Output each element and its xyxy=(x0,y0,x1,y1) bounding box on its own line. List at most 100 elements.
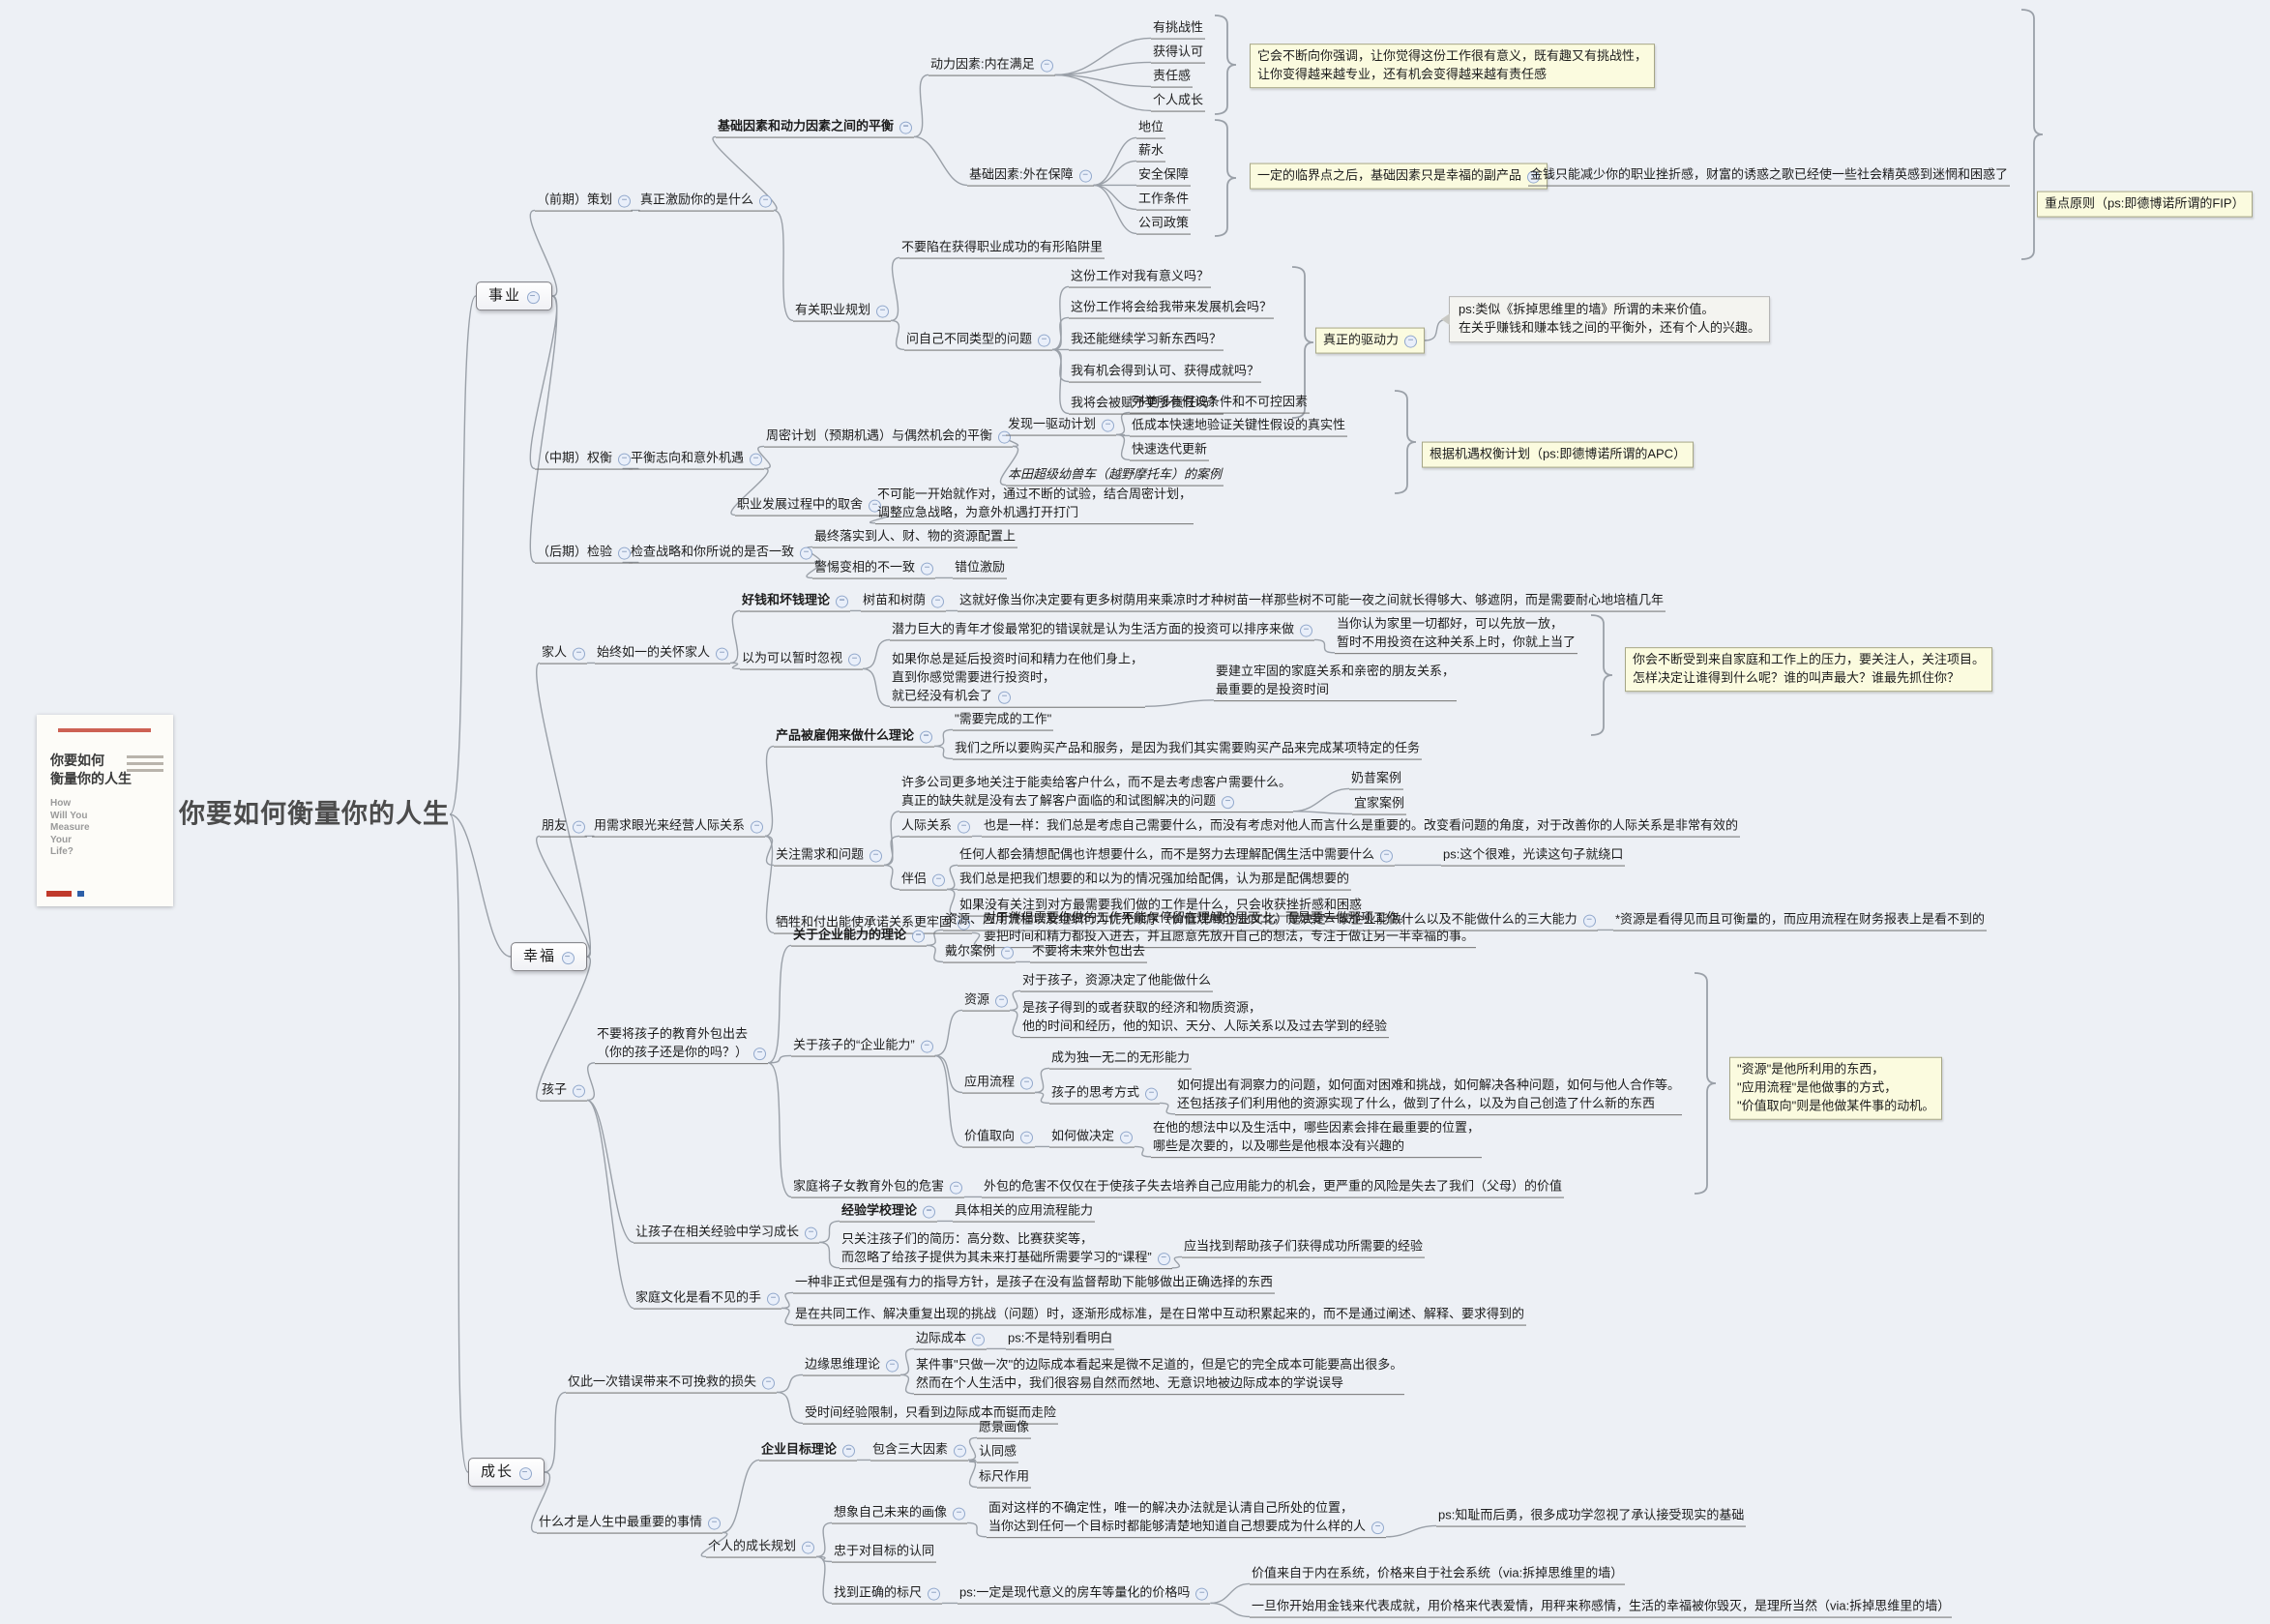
collapse-icon[interactable]: − xyxy=(759,194,773,208)
mindmap-node-dell-case[interactable]: 戴尔案例 − xyxy=(943,943,1017,963)
mindmap-node-job-why[interactable]: 我们之所以要购买产品和服务，是因为我们其实需要购买产品来完成某项特定的任务 xyxy=(953,740,1423,760)
mindmap-node-plan-vs-chance[interactable]: 周密计划（预期机遇）与偶然机会的平衡 − xyxy=(764,428,1014,448)
mindmap-node-three-factors[interactable]: 包含三大因素 − xyxy=(870,1441,969,1462)
collapse-icon[interactable]: − xyxy=(618,546,632,560)
mindmap-node-apc-note[interactable]: 根据机遇权衡计划（ps:即德博诺所谓的APC） xyxy=(1422,441,1695,468)
collapse-icon[interactable]: − xyxy=(920,730,933,744)
mindmap-node-motivate-what[interactable]: 真正激励你的是什么 − xyxy=(638,192,775,212)
mindmap-node-kid-capability[interactable]: 关于孩子的“企业能力” − xyxy=(791,1037,935,1057)
collapse-icon[interactable]: − xyxy=(1001,946,1015,960)
collapse-icon[interactable]: − xyxy=(1582,914,1596,928)
mindmap-node-no-outsource[interactable]: 不要将孩子的教育外包出去 （你的孩子还是你的吗？） − xyxy=(595,1025,769,1064)
collapse-icon[interactable]: − xyxy=(767,1292,781,1306)
collapse-icon[interactable]: − xyxy=(751,820,764,834)
collapse-icon[interactable]: − xyxy=(869,499,882,513)
mindmap-node-mc-note[interactable]: 某件事"只做一次"的边际成本看起来是微不足道的，但是它的完全成本可能要高出很多。… xyxy=(914,1356,1405,1395)
mindmap-node-right-ruler[interactable]: 找到正确的标尺 − xyxy=(832,1584,943,1605)
collapse-icon[interactable]: − xyxy=(998,430,1012,444)
mindmap-node-motivators[interactable]: 动力因素:内在满足 − xyxy=(929,56,1055,76)
mindmap-node-dell-note[interactable]: 不要将未来外包出去 xyxy=(1030,943,1148,963)
mindmap-node-culture2[interactable]: 是在共同工作、解决重复出现的挑战（问题）时，逐渐形成标准，是在日常中互动积累起来… xyxy=(793,1306,1527,1326)
mindmap-node-marginal-theory[interactable]: 边缘思维理论 − xyxy=(803,1356,901,1376)
collapse-icon[interactable]: − xyxy=(1527,170,1541,184)
collapse-icon[interactable]: − xyxy=(573,820,586,834)
collapse-icon[interactable]: − xyxy=(1020,1077,1034,1090)
collapse-icon[interactable]: − xyxy=(1120,1131,1134,1144)
mindmap-node-root[interactable]: 你要如何衡量你的人生 xyxy=(179,795,450,833)
collapse-icon[interactable]: − xyxy=(573,1084,586,1098)
mindmap-node-dp1[interactable]: 列举所有假设条件和不可控因素 xyxy=(1130,394,1311,414)
collapse-icon[interactable]: − xyxy=(836,595,849,608)
mindmap-node-harm-note[interactable]: 外包的危害不仅仅在于使孩子失去培养自己应用能力的机会，更严重的风险是失去了我们（… xyxy=(982,1178,1565,1198)
mindmap-node-ikea-case[interactable]: 宜家案例 xyxy=(1352,795,1407,815)
mindmap-node-personal-plan[interactable]: 个人的成长规划 − xyxy=(706,1538,817,1558)
mindmap-node-cap3[interactable]: 资源、应用流程以及组织行为优先顺序（价值观/或企业文化）是决定一家企业能做什么以… xyxy=(943,911,1598,931)
mindmap-node-future-ps[interactable]: ps:知耻而后勇，很多成功学忽视了承认接受现实的基础 xyxy=(1436,1507,1747,1527)
collapse-icon[interactable]: − xyxy=(928,1587,941,1601)
mindmap-node-most-important[interactable]: 什么才是人生中最重要的事情 − xyxy=(537,1514,723,1534)
collapse-icon[interactable]: − xyxy=(1078,169,1092,183)
mindmap-node-invest-time[interactable]: 要建立牢固的家庭关系和亲密的朋友关系， 最重要的是投资时间 xyxy=(1214,663,1458,701)
mindmap-node-cap3-note[interactable]: *资源是看得见而且可衡量的，而应用流程在财务报表上是看不到的 xyxy=(1613,911,1988,931)
mindmap-node-partner-force[interactable]: 我们总是把我们想要的和以为的情况强加给配偶，认为那是配偶想要的 xyxy=(958,871,1352,891)
mindmap-node-check-alert[interactable]: 警惕变相的不一致 − xyxy=(812,559,936,579)
mindmap-node-partner-guess[interactable]: 任何人都会猜想配偶也许想要什么，而不是努力去理解配偶生活中需要什么 − xyxy=(958,846,1396,867)
mindmap-node-check-alert2[interactable]: 错位激励 xyxy=(953,559,1008,579)
mindmap-node-trap[interactable]: 不要陷在获得职业成功的有形陷阱里 xyxy=(899,239,1106,259)
collapse-icon[interactable]: − xyxy=(1222,796,1235,809)
mindmap-node-future-image[interactable]: 想象自己未来的画像 − xyxy=(832,1504,968,1524)
mindmap-node-mc-ps[interactable]: ps:不是特别看明白 xyxy=(1006,1330,1115,1350)
mindmap-node-balance-theory[interactable]: 基础因素和动力因素之间的平衡 − xyxy=(716,118,915,138)
mindmap-node-outsource-harm[interactable]: 家庭将子女教育外包的危害 − xyxy=(791,1178,965,1198)
collapse-icon[interactable]: − xyxy=(519,1467,533,1481)
mindmap-node-exp-school-theory[interactable]: 经验学校理论 − xyxy=(840,1202,938,1223)
mindmap-node-balance-ambition[interactable]: 平衡志向和意外机遇 − xyxy=(629,450,765,470)
mindmap-node-delay-invest[interactable]: 如果你总是延后投资时间和精力在他们身上， 直到你感觉需要进行投资时， 就已经没有… xyxy=(890,651,1146,708)
collapse-icon[interactable]: − xyxy=(870,849,883,863)
mindmap-node-m2[interactable]: 获得认可 xyxy=(1151,44,1206,64)
mindmap-node-resources[interactable]: 资源 − xyxy=(962,991,1011,1012)
collapse-icon[interactable]: − xyxy=(842,1444,856,1458)
mindmap-node-decide-note[interactable]: 在他的想法中以及生活中，哪些因素会排在最重要的位置， 哪些是次要的，以及哪些是他… xyxy=(1151,1119,1483,1158)
collapse-icon[interactable]: − xyxy=(805,1226,818,1240)
collapse-icon[interactable]: − xyxy=(708,1517,722,1530)
mindmap-node-h4[interactable]: 工作条件 xyxy=(1136,191,1192,211)
collapse-icon[interactable]: − xyxy=(1102,419,1115,432)
mindmap-node-f-identity[interactable]: 认同感 xyxy=(977,1443,1019,1463)
mindmap-node-process[interactable]: 应用流程 − xyxy=(962,1074,1036,1094)
mindmap-node-money-theory[interactable]: 好钱和坏钱理论 − xyxy=(740,592,851,612)
mindmap-node-values[interactable]: 价值取向 − xyxy=(962,1128,1036,1148)
mindmap-node-sacrifice[interactable]: 牺牲和付出能使承诺关系更牢固 − xyxy=(774,914,973,934)
mindmap-node-decide[interactable]: 如何做决定 − xyxy=(1049,1128,1135,1148)
collapse-icon[interactable]: − xyxy=(953,1507,966,1521)
mindmap-node-exp1[interactable]: 具体相关的应用流程能力 xyxy=(953,1202,1096,1223)
collapse-icon[interactable]: − xyxy=(876,305,890,318)
collapse-icon[interactable]: − xyxy=(848,653,862,666)
collapse-icon[interactable]: − xyxy=(753,1048,767,1060)
mindmap-node-career[interactable]: 事业 − xyxy=(476,281,553,310)
mindmap-node-goal-theory[interactable]: 企业目标理论 − xyxy=(759,1441,858,1462)
mindmap-node-time-limit[interactable]: 受时间经验限制，只看到边际成本而铤而走险 xyxy=(803,1404,1059,1425)
mindmap-node-happiness[interactable]: 幸福 − xyxy=(511,942,588,971)
mindmap-node-family-note[interactable]: 你会不断受到来自家庭和工作上的压力，要关注人，关注项目。 怎样决定让谁得到什么呢… xyxy=(1625,647,1993,692)
mindmap-node-career-plan[interactable]: 有关职业规划 − xyxy=(793,302,892,322)
mindmap-node-partner-miss[interactable]: 如果没有关注到对方最需要我们做的工作是什么，只会收获挫折感和困惑 xyxy=(958,897,1365,917)
mindmap-node-tradeoff[interactable]: 职业发展过程中的取舍 − xyxy=(735,496,884,517)
mindmap-node-future-note[interactable]: 面对这样的不确定性，唯一的解决办法就是认清自己所处的位置， 当你达到任何一个目标… xyxy=(987,1499,1387,1538)
mindmap-node-think-note[interactable]: 如何提出有洞察力的问题，如何面对困难和挑战，如何解决各种问题，如何与他人合作等。… xyxy=(1175,1077,1683,1115)
mindmap-node-driver[interactable]: 真正的驱动力 − xyxy=(1315,327,1426,354)
collapse-icon[interactable]: − xyxy=(1380,849,1394,863)
collapse-icon[interactable]: − xyxy=(1195,1587,1209,1601)
collapse-icon[interactable]: − xyxy=(1371,1521,1385,1534)
collapse-icon[interactable]: − xyxy=(1300,624,1313,637)
collapse-icon[interactable]: − xyxy=(995,994,1009,1008)
mindmap-node-sacrifice-note[interactable]: 对于伴侣需要你做的工作不能仅停留在理解的层面上，而是要去做那项工作。 要把时间和… xyxy=(982,909,1477,948)
collapse-icon[interactable]: − xyxy=(527,291,541,305)
mindmap-node-family-culture[interactable]: 家庭文化是看不见的手 − xyxy=(634,1289,782,1310)
collapse-icon[interactable]: − xyxy=(920,1040,933,1053)
collapse-icon[interactable]: − xyxy=(750,453,763,466)
mindmap-node-q2[interactable]: 这份工作将会给我带来发展机会吗？ xyxy=(1069,299,1275,319)
mindmap-node-company-sell[interactable]: 许多公司更多地关注于能卖给客户什么，而不是去考虑客户需要什么。 真正的缺失就是没… xyxy=(899,774,1294,812)
mindmap-node-note-hygiene[interactable]: 一定的临界点之后，基础因素只是幸福的副产品 − xyxy=(1250,162,1548,190)
mindmap-node-think-way[interactable]: 孩子的思考方式 − xyxy=(1049,1084,1161,1105)
